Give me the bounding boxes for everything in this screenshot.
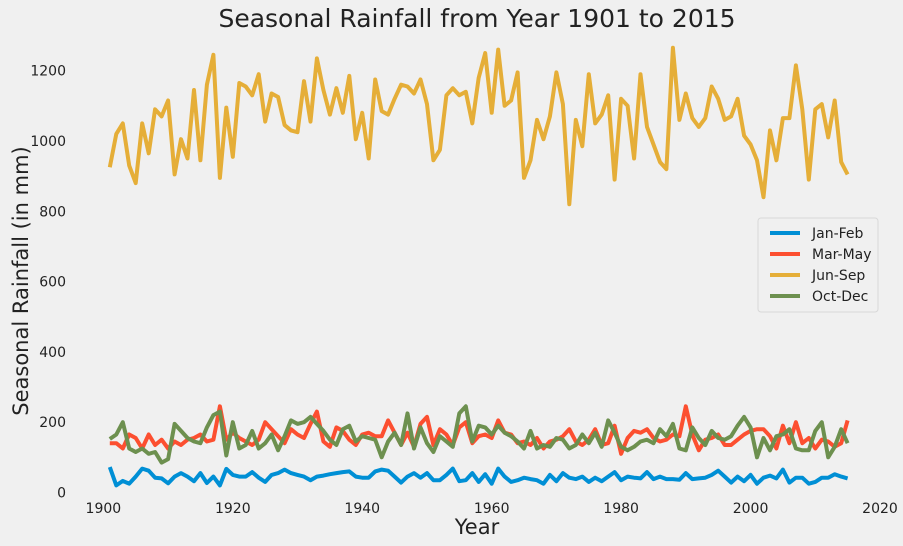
chart-title: Seasonal Rainfall from Year 1901 to 2015 — [218, 4, 735, 33]
y-axis-label: Seasonal Rainfall (in mm) — [9, 146, 33, 415]
y-tick-label: 0 — [57, 485, 66, 501]
x-tick-label: 2000 — [733, 501, 769, 517]
y-tick-label: 400 — [39, 345, 66, 361]
x-tick-label: 1940 — [344, 501, 380, 517]
legend: Jan-Feb Mar-May Jun-Sep Oct-Dec — [757, 217, 879, 313]
series-line-jun-sep — [107, 45, 850, 207]
series-line-oct-dec — [108, 404, 850, 465]
series-line-jan-feb — [107, 466, 849, 488]
y-tick-label: 200 — [39, 415, 66, 431]
series-lines — [107, 45, 850, 488]
y-tick-label: 800 — [39, 204, 66, 220]
x-tick-label: 1900 — [86, 501, 122, 517]
legend-label: Jan-Feb — [811, 226, 864, 242]
x-tick-label: 1960 — [474, 501, 510, 517]
x-axis-label: Year — [454, 515, 500, 539]
y-tick-label: 600 — [39, 275, 66, 291]
legend-label: Mar-May — [812, 247, 872, 263]
legend-label: Oct-Dec — [812, 289, 868, 305]
y-tick-label: 1200 — [30, 64, 66, 80]
x-tick-label: 1920 — [215, 501, 251, 517]
y-tick-label: 1000 — [30, 134, 66, 150]
legend-box — [757, 217, 879, 313]
legend-label: Jun-Sep — [811, 268, 865, 284]
series-line-mar-may — [109, 404, 850, 456]
tick-labels: 1900 1920 1940 1960 1980 2000 2020 0 200 400 600 80… — [30, 64, 897, 517]
x-tick-label: 2020 — [862, 501, 898, 517]
x-tick-label: 1980 — [603, 501, 639, 517]
